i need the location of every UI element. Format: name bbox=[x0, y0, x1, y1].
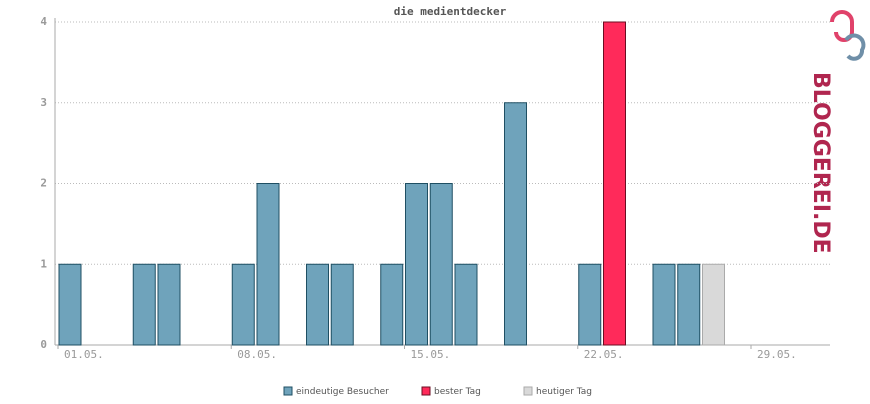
bar bbox=[380, 263, 404, 346]
logo-icon bbox=[844, 33, 866, 61]
x-tick-label: 29.05. bbox=[757, 348, 797, 361]
bar bbox=[330, 263, 354, 346]
legend-label: eindeutige Besucher bbox=[296, 387, 389, 397]
bar bbox=[306, 263, 329, 346]
bar bbox=[603, 21, 626, 346]
legend-swatch bbox=[421, 386, 431, 396]
bar bbox=[256, 183, 280, 346]
bar bbox=[454, 263, 478, 346]
y-tick-label: 0 bbox=[40, 338, 47, 351]
y-tick-label: 4 bbox=[40, 15, 47, 28]
bar bbox=[231, 263, 255, 346]
legend-swatch bbox=[283, 386, 293, 396]
bar bbox=[702, 263, 725, 346]
x-tick-label: 22.05. bbox=[584, 348, 624, 361]
bar bbox=[652, 263, 676, 346]
x-tick-label: 08.05. bbox=[237, 348, 277, 361]
y-tick-label: 3 bbox=[40, 96, 47, 109]
bar bbox=[504, 102, 527, 346]
bar bbox=[405, 183, 428, 346]
logo: BLOGGEREI.DE bbox=[808, 10, 866, 254]
bar bbox=[58, 263, 82, 346]
bar bbox=[578, 263, 602, 346]
logo-icon bbox=[830, 10, 854, 42]
legend-label: bester Tag bbox=[434, 387, 481, 397]
bar bbox=[157, 263, 181, 346]
legend-label: heutiger Tag bbox=[536, 387, 592, 397]
y-tick-label: 1 bbox=[40, 257, 47, 270]
y-tick-label: 2 bbox=[40, 177, 47, 190]
bar bbox=[132, 263, 156, 346]
bar bbox=[429, 183, 453, 346]
x-tick-label: 15.05. bbox=[411, 348, 451, 361]
logo-text: BLOGGEREI.DE bbox=[808, 72, 833, 254]
legend-swatch bbox=[523, 386, 533, 396]
bar bbox=[677, 263, 701, 346]
x-tick-label: 01.05. bbox=[64, 348, 104, 361]
chart-title: die medientdecker bbox=[394, 5, 507, 18]
